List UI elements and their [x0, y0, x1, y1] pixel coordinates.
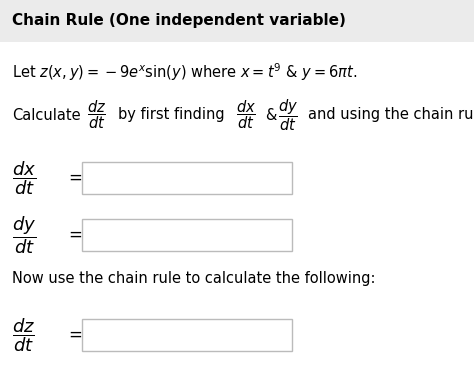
Text: &: &	[265, 108, 276, 122]
Text: Now use the chain rule to calculate the following:: Now use the chain rule to calculate the …	[12, 270, 375, 286]
FancyBboxPatch shape	[82, 162, 292, 194]
Text: $\dfrac{dz}{dt}$: $\dfrac{dz}{dt}$	[12, 316, 35, 354]
Text: $\dfrac{dy}{dt}$: $\dfrac{dy}{dt}$	[12, 214, 36, 256]
Text: by first finding: by first finding	[118, 108, 225, 122]
FancyBboxPatch shape	[82, 319, 292, 351]
Text: $\dfrac{dx}{dt}$: $\dfrac{dx}{dt}$	[12, 159, 36, 197]
Text: $\dfrac{dx}{dt}$: $\dfrac{dx}{dt}$	[236, 99, 256, 131]
Text: Calculate: Calculate	[12, 108, 81, 122]
Text: =: =	[68, 169, 82, 187]
Text: =: =	[68, 326, 82, 344]
Text: and using the chain rule.: and using the chain rule.	[308, 108, 474, 122]
Text: =: =	[68, 226, 82, 244]
FancyBboxPatch shape	[82, 219, 292, 251]
FancyBboxPatch shape	[0, 0, 474, 42]
Text: Let $z(x, y) = -9e^{x}\sin(y)$ where $x = t^{9}$ & $y = 6\pi t$.: Let $z(x, y) = -9e^{x}\sin(y)$ where $x …	[12, 61, 357, 83]
Text: $\dfrac{dz}{dt}$: $\dfrac{dz}{dt}$	[87, 99, 106, 131]
Text: $\dfrac{dy}{dt}$: $\dfrac{dy}{dt}$	[278, 97, 298, 133]
Text: Chain Rule (One independent variable): Chain Rule (One independent variable)	[12, 13, 346, 29]
